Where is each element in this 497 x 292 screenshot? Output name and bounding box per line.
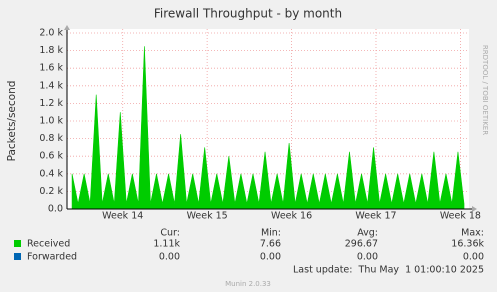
stat-value: 16.36k — [451, 239, 484, 250]
stat-value: 0.00 — [260, 252, 281, 263]
stat-value: 7.66 — [260, 239, 281, 250]
area — [71, 46, 465, 210]
legend-label: Received — [27, 239, 70, 250]
legend-swatch — [14, 240, 21, 247]
stat-header: Cur: — [160, 228, 180, 239]
y-tick-label: 2.0 k — [39, 28, 63, 39]
side-label: RRDTOOL / TOBI OETIKER — [481, 45, 489, 135]
stat-value: 0.00 — [159, 252, 180, 263]
stat-value: 0.00 — [357, 252, 378, 263]
y-tick-label: 0.2 k — [39, 186, 63, 197]
stat-value: 1.11k — [153, 239, 180, 250]
y-tick-label: 1.0 k — [39, 116, 63, 127]
legend-swatch — [14, 253, 21, 260]
x-tick-label: Week 18 — [440, 211, 481, 222]
x-arrow — [472, 206, 477, 212]
y-tick-label: 0.0 — [48, 204, 63, 215]
x-tick-label: Week 14 — [102, 211, 143, 222]
y-tick-label: 0.8 k — [39, 133, 63, 144]
footer: Munin 2.0.33 — [225, 280, 271, 288]
y-tick-label: 1.4 k — [39, 80, 63, 91]
x-tick-label: Week 16 — [271, 211, 312, 222]
y-tick-label: 0.6 k — [39, 151, 63, 162]
x-tick-label: Week 17 — [355, 211, 396, 222]
last-update: Last update: Thu May 1 01:00:10 2025 — [293, 265, 484, 276]
stat-value: 0.00 — [463, 252, 484, 263]
y-tick-label: 0.4 k — [39, 168, 63, 179]
stat-header: Min: — [261, 228, 281, 239]
x-tick-label: Week 15 — [187, 211, 228, 222]
y-tick-label: 1.6 k — [39, 63, 63, 74]
y-tick-label: 1.2 k — [39, 98, 63, 109]
stat-header: Max: — [461, 228, 484, 239]
y-arrow — [64, 25, 70, 30]
chart-title: Firewall Throughput - by month — [154, 7, 342, 21]
legend-label: Forwarded — [27, 252, 77, 263]
y-axis-label: Packets/second — [6, 81, 18, 162]
stat-value: 296.67 — [345, 239, 378, 250]
y-tick-label: 1.8 k — [39, 45, 63, 56]
stat-header: Avg: — [357, 228, 378, 239]
